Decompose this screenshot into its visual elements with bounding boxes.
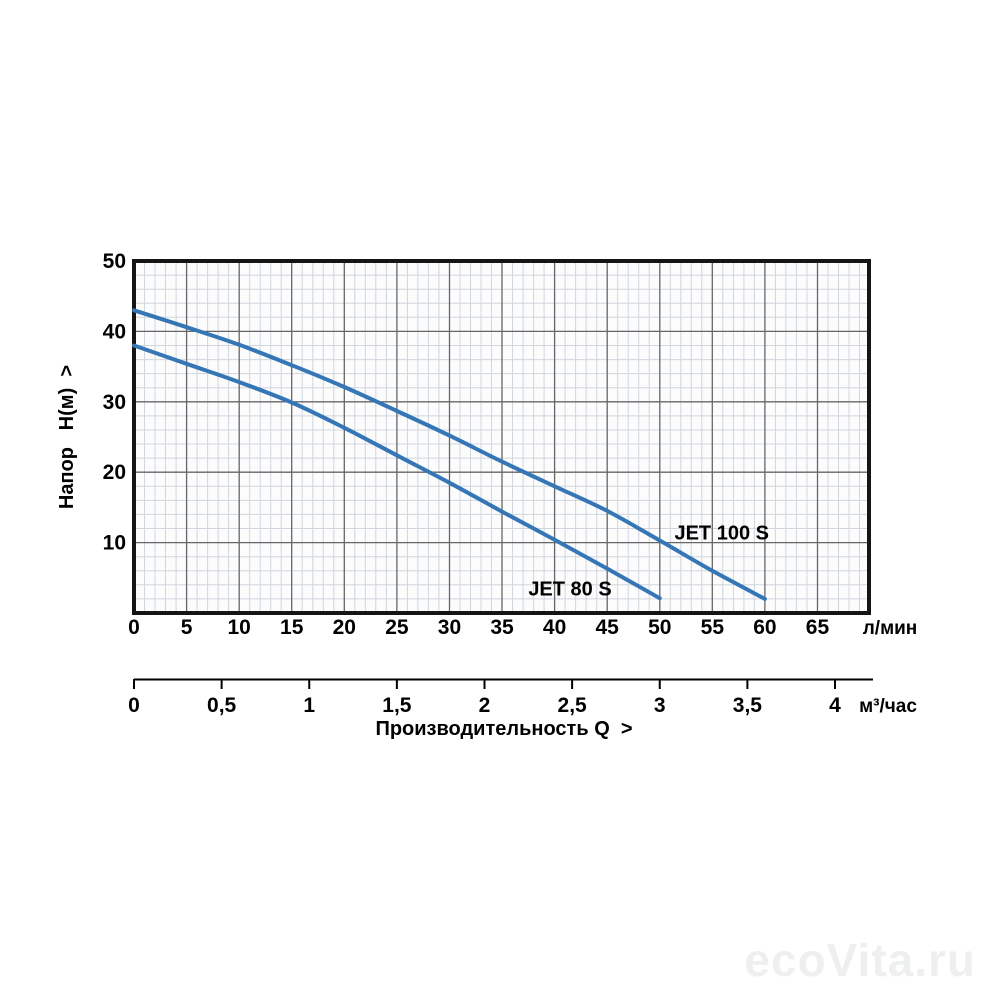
x-tick-label: 5 bbox=[181, 616, 193, 639]
x-axis-unit: л/мин bbox=[863, 618, 918, 639]
curve-label-jet-100-s: JET 100 S bbox=[674, 523, 769, 545]
secondary-tick-label: 3 bbox=[654, 694, 666, 717]
secondary-tick-label: 2 bbox=[479, 694, 491, 717]
secondary-axis-unit: м³/час bbox=[859, 696, 917, 717]
watermark-ecovita: ecoVita.ru bbox=[744, 934, 976, 986]
x-tick-label: 55 bbox=[701, 616, 725, 639]
x-tick-label: 10 bbox=[227, 616, 250, 639]
curve-label-jet-80-s: JET 80 S bbox=[528, 578, 611, 600]
x-tick-label: 35 bbox=[490, 616, 514, 639]
secondary-tick-label: 2,5 bbox=[558, 694, 588, 717]
secondary-tick-label: 3,5 bbox=[733, 694, 763, 717]
y-tick-label: 50 bbox=[103, 250, 126, 273]
x-tick-label: 40 bbox=[543, 616, 566, 639]
x-tick-label: 0 bbox=[128, 616, 140, 639]
secondary-tick-label: 0,5 bbox=[207, 694, 237, 717]
secondary-tick-label: 1 bbox=[303, 694, 315, 717]
x-tick-label: 15 bbox=[280, 616, 304, 639]
y-tick-label: 40 bbox=[103, 320, 126, 343]
plot-border bbox=[132, 259, 871, 615]
secondary-tick-label: 0 bbox=[128, 694, 140, 717]
y-tick-label: 20 bbox=[103, 461, 126, 484]
x-axis-title: Производительность Q > bbox=[375, 718, 633, 740]
secondary-tick-label: 4 bbox=[829, 694, 841, 717]
x-tick-label: 30 bbox=[438, 616, 461, 639]
x-tick-label: 25 bbox=[385, 616, 409, 639]
y-axis-title: Напор Н(м) > bbox=[56, 364, 78, 510]
x-tick-label: 60 bbox=[753, 616, 776, 639]
secondary-tick-label: 1,5 bbox=[382, 694, 412, 717]
curve-jet-100-s bbox=[132, 308, 767, 601]
x-tick-label: 45 bbox=[595, 616, 619, 639]
x-tick-label: 50 bbox=[648, 616, 671, 639]
y-tick-label: 10 bbox=[103, 532, 126, 555]
x-tick-label: 20 bbox=[333, 616, 356, 639]
x-tick-label: 65 bbox=[806, 616, 830, 639]
y-tick-label: 30 bbox=[103, 391, 126, 414]
curve-jet-80-s bbox=[132, 343, 662, 601]
